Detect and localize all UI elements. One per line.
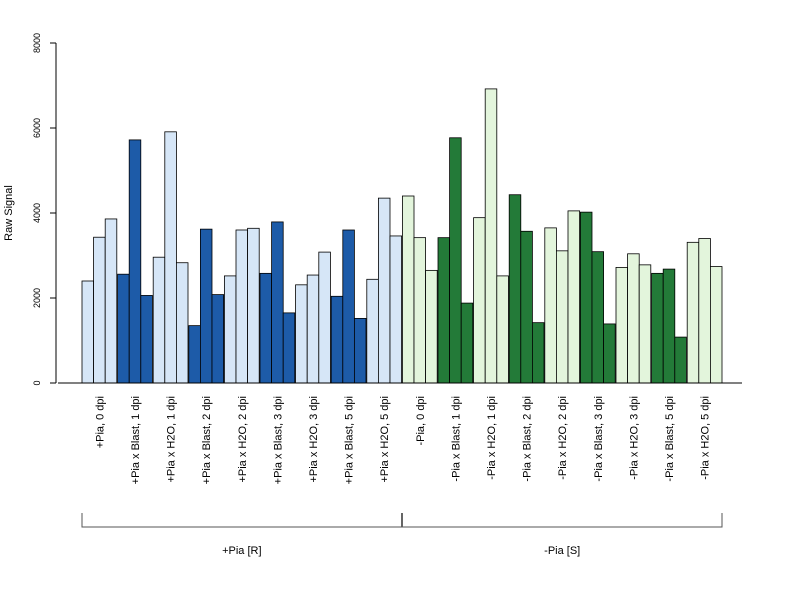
bracket-line-2 <box>401 513 723 528</box>
bar-11-3 <box>460 302 474 384</box>
bar-15-2 <box>591 251 605 384</box>
bracket-label-1: +Pia [R] <box>222 545 261 557</box>
bar-16-2 <box>627 253 640 384</box>
y-tick-label: 2000 <box>32 288 42 308</box>
y-tick-label: 0 <box>32 380 42 385</box>
bar-9-3 <box>389 235 403 384</box>
bar-10-3 <box>425 269 438 384</box>
x-tick-label: +Pia x Blast, 5 dpi <box>344 396 356 484</box>
bar-7-1 <box>295 284 308 384</box>
bar-4-3 <box>211 294 225 384</box>
bar-18-3 <box>710 266 723 384</box>
bar-13-2 <box>520 230 533 384</box>
bar-11-2 <box>449 137 462 384</box>
bar-12-2 <box>484 88 498 384</box>
x-tick-label: +Pia x Blast, 3 dpi <box>272 396 284 484</box>
bar-5-3 <box>247 227 260 384</box>
bar-2-3 <box>140 295 153 384</box>
bar-13-1 <box>508 194 522 384</box>
y-tick-label: 6000 <box>32 118 42 138</box>
bar-15-1 <box>580 211 593 384</box>
bar-8-1 <box>330 295 344 384</box>
y-axis-label: Raw Signal <box>3 185 15 241</box>
bar-7-2 <box>306 274 320 384</box>
x-tick-label: -Pia x Blast, 3 dpi <box>593 396 605 482</box>
bar-1-1 <box>81 280 95 384</box>
bar-9-2 <box>377 197 391 384</box>
bar-17-2 <box>662 268 676 384</box>
bar-10-2 <box>413 237 427 384</box>
x-tick-label: -Pia x H2O, 3 dpi <box>628 396 640 480</box>
bar-6-3 <box>282 312 296 384</box>
bar-4-2 <box>199 228 213 384</box>
bar-10-1 <box>401 195 415 384</box>
bar-9-1 <box>366 278 379 384</box>
x-tick-label: +Pia, 0 dpi <box>94 396 106 448</box>
y-tick-label: 4000 <box>32 203 42 223</box>
bar-11-1 <box>437 237 451 384</box>
x-tick-label: -Pia x Blast, 2 dpi <box>522 396 534 482</box>
bar-1-2 <box>93 236 106 384</box>
x-tick-label: +Pia x H2O, 3 dpi <box>308 396 320 483</box>
bar-17-1 <box>651 272 664 384</box>
y-tick-label: 8000 <box>32 33 42 53</box>
bar-8-3 <box>353 317 367 384</box>
bar-17-3 <box>674 336 687 384</box>
bar-14-1 <box>544 227 557 384</box>
axes-layer: +Pia, 0 dpi +Pia x Blast, 1 dpi +Pia x H2O… <box>32 33 742 484</box>
x-tick-label: -Pia x H2O, 5 dpi <box>700 396 712 480</box>
bar-7-3 <box>318 251 331 384</box>
x-tick-label: +Pia x H2O, 1 dpi <box>166 396 178 483</box>
x-tick-label: -Pia, 0 dpi <box>415 396 427 446</box>
bar-1-3 <box>104 218 118 384</box>
bar-5-2 <box>235 229 249 384</box>
bar-3-1 <box>152 256 166 384</box>
bar-2-2 <box>128 139 142 384</box>
x-tick-label: +Pia x Blast, 1 dpi <box>130 396 142 484</box>
bracket-label-2: -Pia [S] <box>544 545 580 557</box>
bar-14-3 <box>567 210 581 384</box>
x-tick-label: -Pia x H2O, 1 dpi <box>486 396 498 480</box>
bar-3-3 <box>175 262 189 384</box>
x-tick-label: -Pia x Blast, 1 dpi <box>450 396 462 482</box>
bracket-line-1 <box>81 513 403 528</box>
bar-15-3 <box>603 323 616 384</box>
bar-12-3 <box>496 275 509 384</box>
x-tick-label: +Pia x H2O, 2 dpi <box>237 396 249 483</box>
bar-14-2 <box>556 250 569 384</box>
bars-layer <box>81 88 723 384</box>
bar-8-2 <box>342 229 355 384</box>
bar-4-1 <box>188 325 201 384</box>
x-tick-label: +Pia x H2O, 5 dpi <box>379 396 391 483</box>
x-tick-label: -Pia x Blast, 5 dpi <box>664 396 676 482</box>
bar-16-1 <box>615 266 629 384</box>
x-tick-label: -Pia x H2O, 2 dpi <box>557 396 569 480</box>
bar-3-2 <box>164 131 177 384</box>
bar-2-1 <box>117 273 130 384</box>
bar-18-1 <box>686 241 700 384</box>
bar-5-1 <box>223 275 237 384</box>
bar-18-2 <box>698 238 711 384</box>
group-brackets: +Pia [R] -Pia [S] <box>81 513 723 557</box>
bar-13-3 <box>532 322 545 384</box>
bar-6-2 <box>271 221 284 384</box>
bar-12-1 <box>473 217 486 384</box>
x-tick-label: +Pia x Blast, 2 dpi <box>201 396 213 484</box>
bar-6-1 <box>259 272 273 384</box>
bar-16-3 <box>638 264 652 384</box>
